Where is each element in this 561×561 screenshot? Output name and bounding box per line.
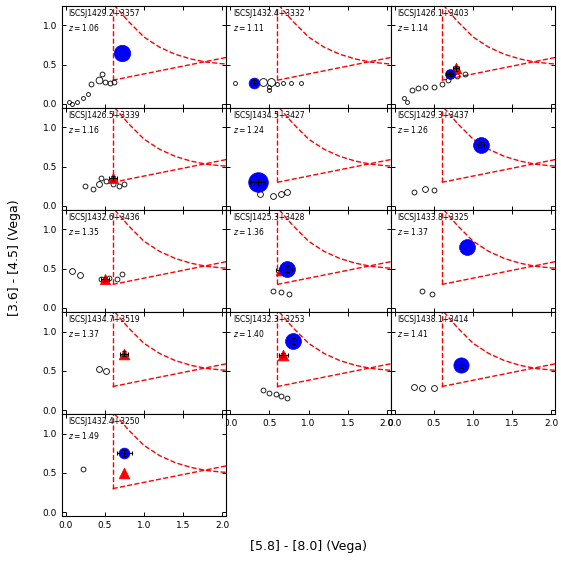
Point [249, 78, 258, 87]
Point [476, 140, 485, 149]
Text: ISCSJ1426.5+3339: ISCSJ1426.5+3339 [68, 111, 140, 120]
Text: $z = 1.49$: $z = 1.49$ [68, 430, 100, 442]
Text: $z = 1.14$: $z = 1.14$ [397, 22, 429, 33]
Text: ISCSJ1434.7+3519: ISCSJ1434.7+3519 [68, 315, 140, 324]
Point [457, 360, 466, 369]
Text: ISCSJ1429.3+3437: ISCSJ1429.3+3437 [397, 111, 469, 120]
Point [118, 48, 127, 57]
Point [476, 140, 485, 149]
Point [282, 264, 291, 273]
Text: [3.6] - [4.5] (Vega): [3.6] - [4.5] (Vega) [8, 200, 21, 316]
Point [452, 64, 461, 73]
Point [462, 242, 471, 251]
Text: ISCSJ1426.1+3403: ISCSJ1426.1+3403 [397, 8, 469, 18]
Text: $z = 1.16$: $z = 1.16$ [68, 124, 100, 135]
Text: ISCSJ1429.2+3357: ISCSJ1429.2+3357 [68, 8, 140, 18]
Text: $z = 1.26$: $z = 1.26$ [397, 124, 429, 135]
Text: ISCSJ1438.1+3414: ISCSJ1438.1+3414 [397, 315, 469, 324]
Point [120, 349, 129, 358]
Text: ISCSJ1432.6+3436: ISCSJ1432.6+3436 [68, 213, 140, 222]
Point [253, 178, 262, 187]
Text: $z = 1.36$: $z = 1.36$ [233, 226, 265, 237]
Point [120, 468, 129, 477]
Text: $z = 1.24$: $z = 1.24$ [233, 124, 264, 135]
Text: ISCSJ1432.3+3253: ISCSJ1432.3+3253 [233, 315, 305, 324]
Point [108, 174, 117, 183]
Text: ISCSJ1432.4+3332: ISCSJ1432.4+3332 [233, 8, 305, 18]
Point [277, 266, 286, 275]
Point [100, 274, 109, 283]
Text: $z = 1.35$: $z = 1.35$ [68, 226, 100, 237]
Text: ISCSJ1432.4+3250: ISCSJ1432.4+3250 [68, 417, 140, 426]
Text: ISCSJ1433.8+3325: ISCSJ1433.8+3325 [397, 213, 469, 222]
Text: $z = 1.40$: $z = 1.40$ [233, 328, 265, 339]
Text: $z = 1.37$: $z = 1.37$ [68, 328, 100, 339]
Text: ISCSJ1434.5+3427: ISCSJ1434.5+3427 [233, 111, 305, 120]
Text: $z = 1.11$: $z = 1.11$ [233, 22, 264, 33]
Point [288, 337, 297, 346]
Text: [5.8] - [8.0] (Vega): [5.8] - [8.0] (Vega) [250, 540, 367, 553]
Text: $z = 1.37$: $z = 1.37$ [397, 226, 429, 237]
Point [457, 358, 466, 367]
Point [120, 449, 129, 458]
Point [462, 242, 471, 251]
Point [118, 48, 127, 57]
Text: $z = 1.06$: $z = 1.06$ [68, 22, 100, 33]
Point [279, 351, 288, 360]
Text: ISCSJ1425.3+3428: ISCSJ1425.3+3428 [233, 213, 304, 222]
Point [445, 70, 454, 79]
Text: $z = 1.41$: $z = 1.41$ [397, 328, 429, 339]
